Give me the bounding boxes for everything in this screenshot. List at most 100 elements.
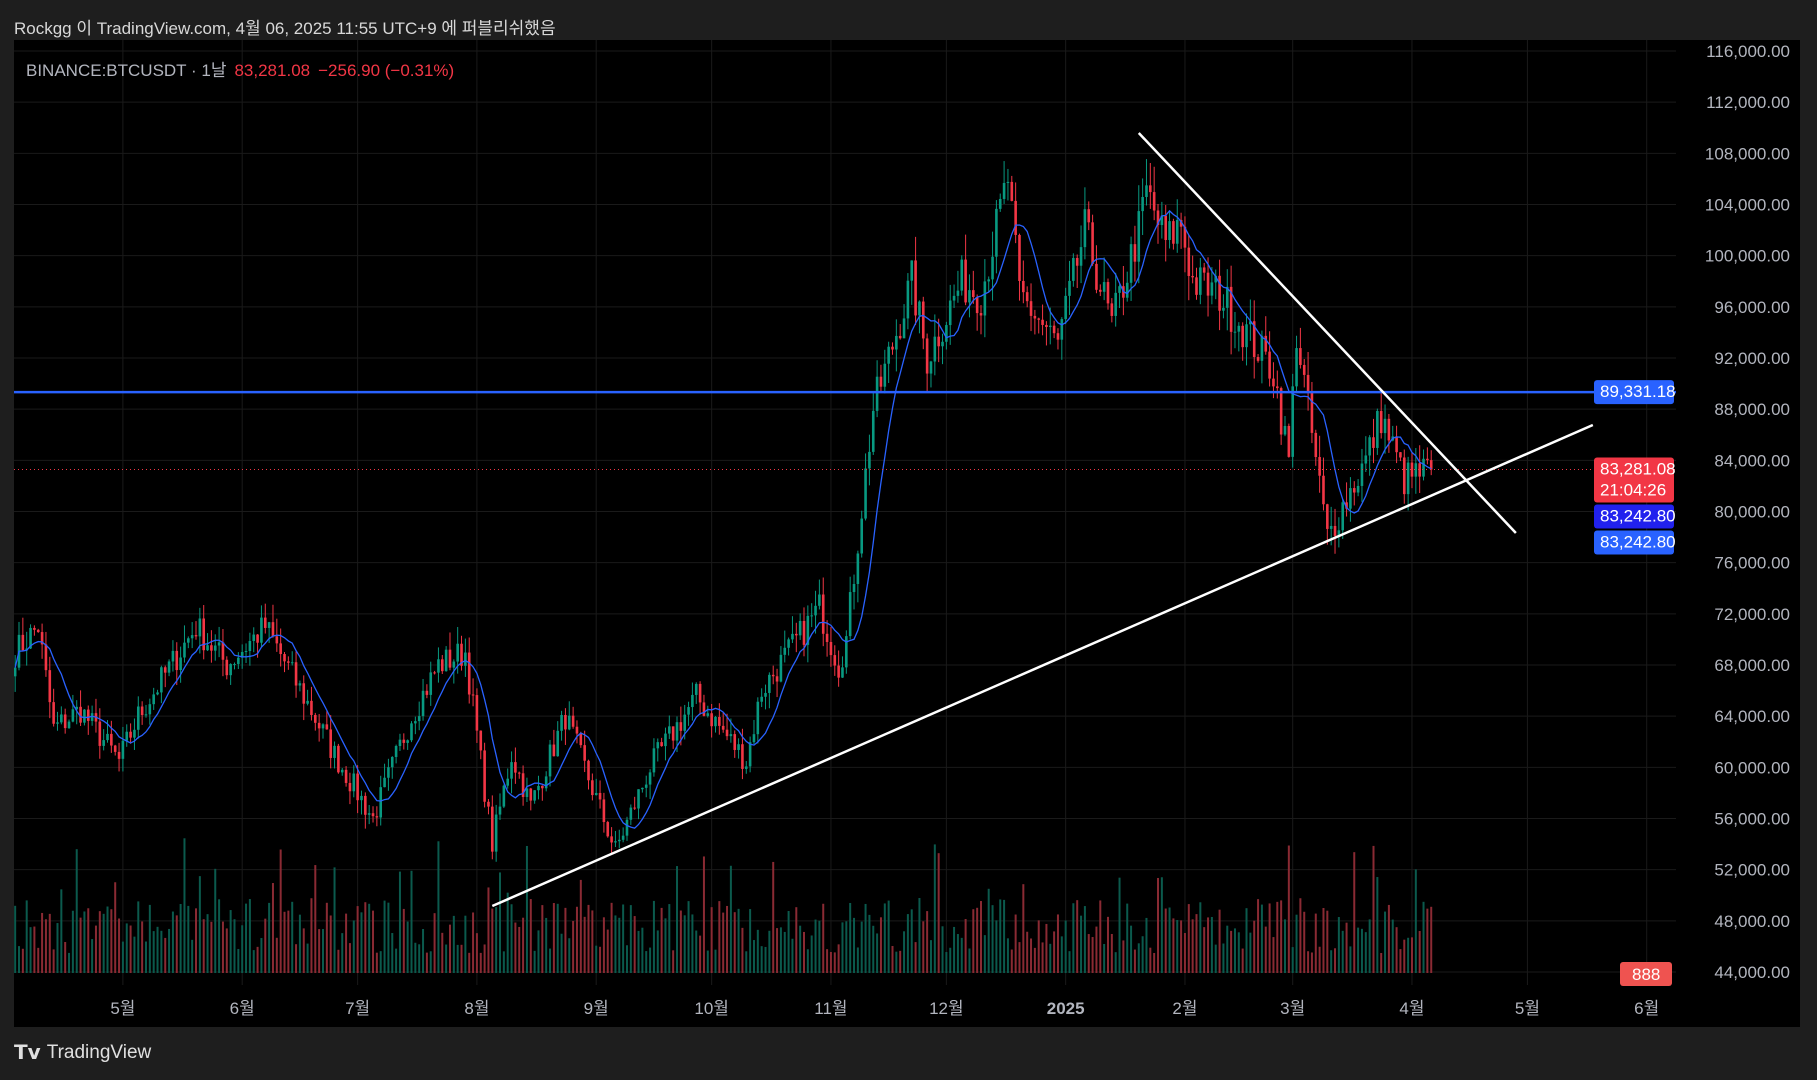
volume-bar [94, 925, 97, 973]
volume-bar [1330, 950, 1333, 973]
candle-body [1002, 182, 1006, 199]
candle-body [102, 740, 105, 746]
candle-body [1022, 280, 1025, 293]
ma-label: 83,242.80 [1600, 507, 1676, 526]
candle-body [302, 683, 306, 704]
volume-bar [1360, 928, 1363, 973]
candle-body [317, 722, 321, 729]
volume-bar [518, 926, 521, 973]
volume-bar [791, 938, 794, 973]
volume-bar [1237, 932, 1240, 973]
candle-body [1137, 211, 1141, 262]
volume-bar [1384, 911, 1387, 973]
candle-body [891, 346, 894, 350]
candle-body [425, 690, 429, 695]
candle-body [771, 674, 775, 677]
candle-body [995, 208, 998, 257]
candle-body [864, 468, 867, 519]
volume-bar [368, 903, 371, 973]
candle-body [279, 643, 282, 655]
candle-body [75, 706, 79, 710]
candle-body [1295, 348, 1298, 387]
volume-bar [1264, 926, 1267, 973]
volume-bar [245, 903, 248, 973]
volume-bar [987, 888, 990, 973]
volume-bar [337, 949, 340, 973]
candle-body [1268, 351, 1271, 379]
volume-bar [618, 917, 621, 973]
volume-bar [1018, 942, 1021, 973]
candle-body [933, 336, 937, 362]
tradingview-logo[interactable]: 𝗧𝘃 TradingView [14, 1040, 151, 1065]
publish-header: Rockgg 이 TradingView.com, 4월 06, 2025 11… [14, 19, 556, 38]
candle-body [1306, 374, 1310, 392]
candle-body [641, 787, 644, 790]
volume-bar [591, 910, 594, 973]
volume-bar [837, 944, 840, 973]
candle-body [1218, 275, 1221, 311]
candle-body [460, 643, 463, 666]
candle-body [525, 788, 529, 797]
candle-body [979, 313, 983, 316]
volume-bar [937, 853, 940, 973]
volume-bar [402, 908, 405, 973]
candle-body [529, 788, 533, 801]
candle-body [237, 657, 240, 664]
candle-body [625, 819, 629, 836]
volume-bar [18, 946, 21, 973]
volume-bar [737, 908, 740, 973]
volume-bar [895, 951, 898, 973]
candle-body [417, 716, 421, 722]
candle-body [814, 605, 817, 616]
candle-body [1029, 301, 1033, 316]
volume-bar [968, 948, 971, 973]
candle-body [1337, 530, 1341, 536]
candle-body [448, 649, 452, 668]
volume-bar [275, 937, 278, 973]
candle-body [729, 734, 733, 737]
volume-bar [868, 914, 871, 973]
candle-body [233, 663, 236, 665]
candle-body [1252, 321, 1256, 358]
candle-body [998, 198, 1002, 209]
volume-bar [75, 849, 78, 973]
volume-bar [668, 904, 671, 973]
volume-bar [972, 909, 975, 973]
volume-bar [802, 931, 805, 973]
volume-bar [676, 866, 679, 973]
volume-bar [1345, 922, 1348, 973]
volume-bar [295, 944, 298, 973]
price-tick: 84,000.00 [1714, 451, 1790, 470]
volume-bar [1087, 934, 1090, 973]
time-tick: 6월 [230, 999, 255, 1018]
volume-bar [252, 950, 255, 973]
candle-body [1110, 303, 1114, 316]
candle-body [14, 667, 17, 677]
volume-bar [980, 901, 983, 973]
candle-body [1083, 209, 1087, 248]
hline-price-label-bg [1594, 380, 1674, 405]
candle-body [129, 731, 132, 738]
candle-body [1237, 325, 1241, 332]
candle-body [895, 335, 898, 350]
candle-body [321, 724, 325, 729]
volume-bar [710, 907, 713, 973]
volume-bar [210, 921, 213, 973]
volume-bar [398, 871, 401, 973]
candle-body [171, 650, 175, 662]
candle-body [968, 290, 971, 303]
volume-bar [1176, 920, 1179, 973]
volume-bar [679, 910, 682, 973]
volume-bar [1056, 914, 1059, 973]
candle-body [868, 451, 871, 469]
candle-body [1329, 525, 1333, 529]
volume-bar [1164, 908, 1167, 973]
volume-bar [171, 911, 174, 973]
candle-body [271, 622, 275, 637]
candle-body [810, 615, 813, 617]
candle-body [871, 410, 875, 452]
volume-bar [314, 865, 317, 973]
volume-bar [52, 949, 55, 973]
volume-bar [472, 912, 475, 973]
